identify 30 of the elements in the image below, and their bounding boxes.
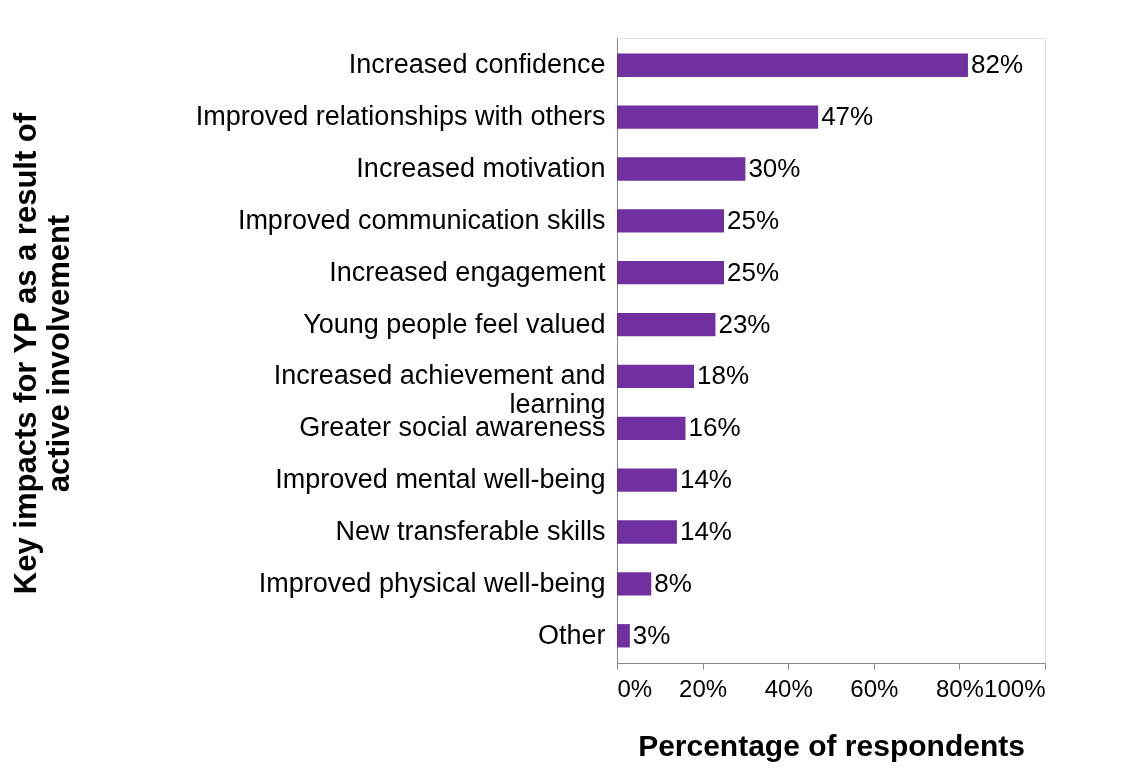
data-label: 23% <box>718 308 771 339</box>
y-tick-label: Improved physical well-being <box>258 567 606 598</box>
data-label: 25% <box>727 256 780 287</box>
y-tick-label: Increased motivation <box>356 152 606 183</box>
data-label: 82% <box>970 49 1024 80</box>
y-tick-label: Improved relationships with others <box>195 101 606 132</box>
x-tick-label: 100% <box>984 674 1046 702</box>
x-tick-label: 80% <box>935 674 984 702</box>
y-tick-label: Young people feel valued <box>303 308 606 339</box>
data-label: 47% <box>821 101 874 132</box>
data-label: 14% <box>679 516 732 547</box>
x-tick-label: 60% <box>850 674 899 702</box>
data-label: 25% <box>727 204 780 235</box>
y-tick-label: New transferable skills <box>335 516 606 547</box>
data-label: 8% <box>654 567 692 598</box>
y-axis-title: Key impacts for YP as a result of active involvement <box>7 112 76 595</box>
y-tick-label: Improved mental well-being <box>275 464 606 495</box>
data-label: 16% <box>688 412 741 443</box>
y-tick-label: Increased engagement <box>329 256 606 287</box>
x-axis-title: Percentage of respondents <box>638 728 1025 762</box>
data-label: 18% <box>697 360 750 391</box>
y-tick-label: Other <box>537 619 606 650</box>
y-tick-label: Improved communication skills <box>237 204 606 235</box>
data-label: 14% <box>679 464 732 495</box>
x-tick-label: 20% <box>679 674 728 702</box>
y-tick-label: Increased confidence <box>348 49 606 80</box>
x-tick-label: 0% <box>617 674 653 702</box>
x-tick-label: 40% <box>764 674 813 702</box>
data-label: 30% <box>748 152 801 183</box>
data-label: 3% <box>632 619 671 650</box>
